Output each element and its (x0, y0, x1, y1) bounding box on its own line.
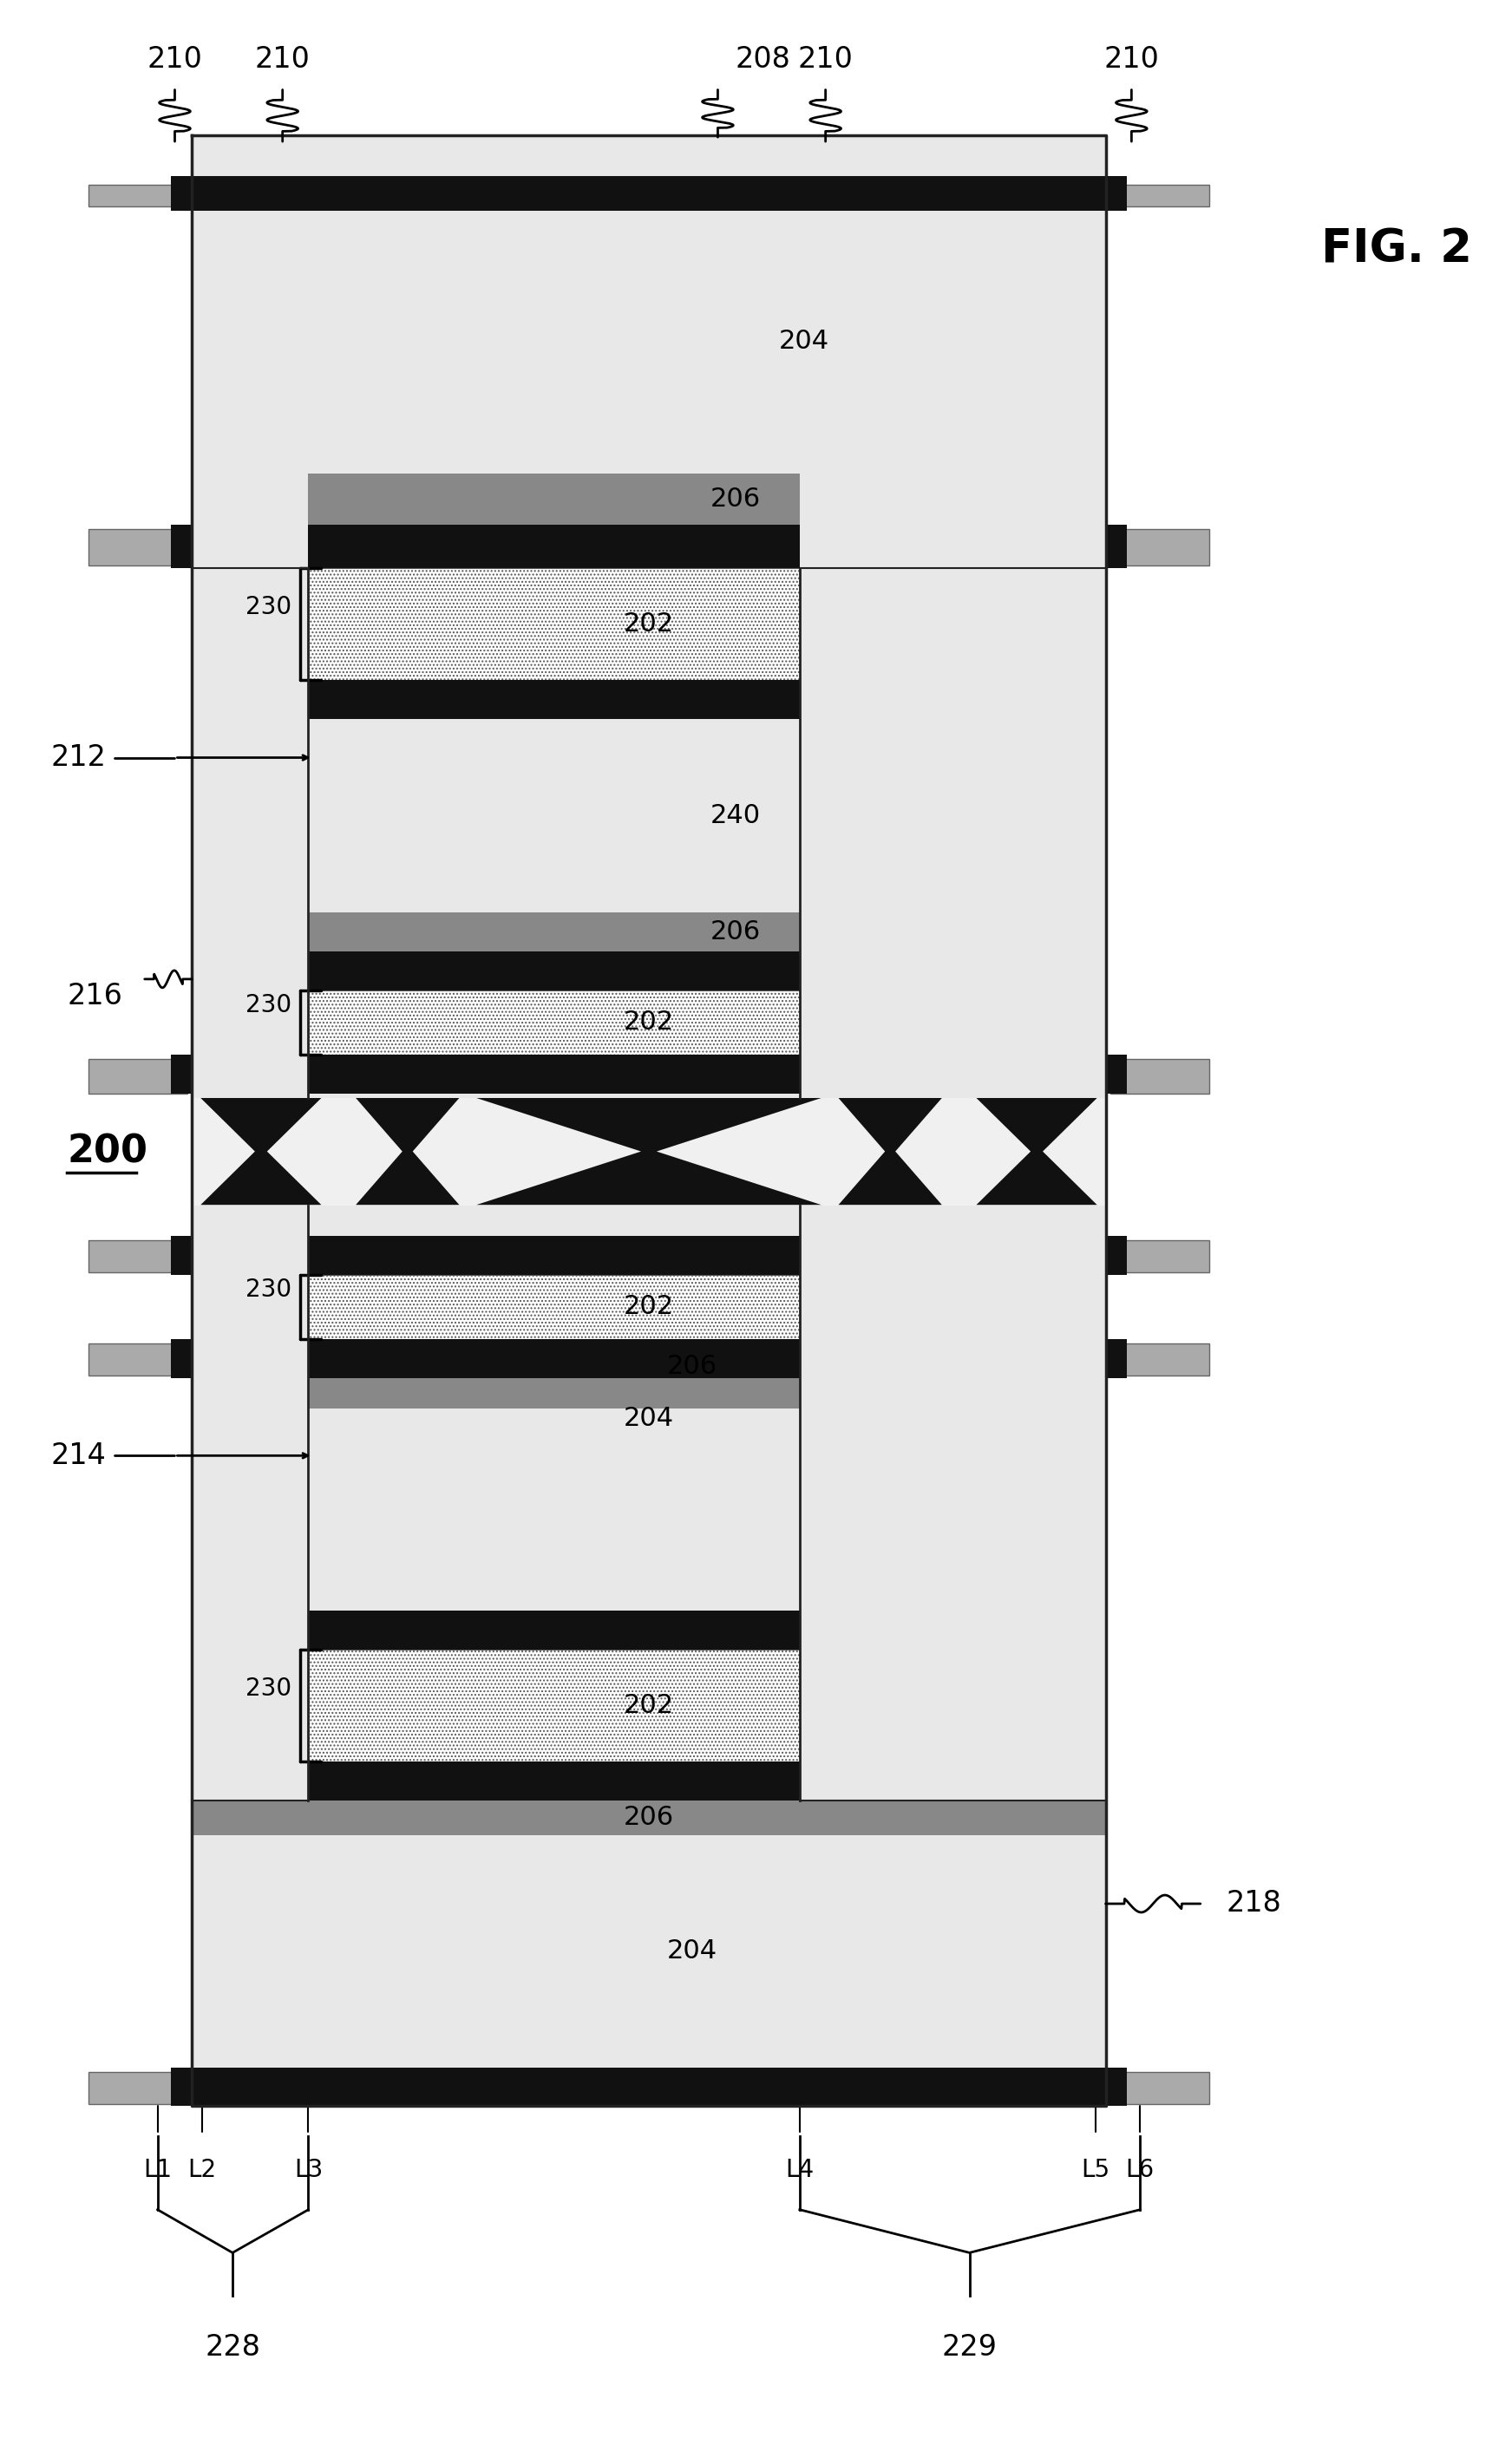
Bar (1105, 1237, 1126, 1274)
Bar (192, 1648, 1105, 1762)
Bar (171, 1340, 192, 1377)
Text: FIG. 2: FIG. 2 (1321, 227, 1473, 271)
Polygon shape (201, 1099, 322, 1205)
Bar (192, 912, 1105, 951)
Bar (192, 569, 1105, 680)
Text: 202: 202 (623, 1294, 674, 1318)
Bar (192, 209, 308, 1099)
Text: 210: 210 (1104, 44, 1160, 74)
Polygon shape (977, 1099, 1098, 1205)
Text: 206: 206 (623, 1806, 674, 1831)
Bar (192, 1409, 1105, 1611)
Bar (171, 525, 192, 569)
Text: 230: 230 (245, 1676, 292, 1700)
Bar (1105, 2067, 1126, 2107)
Bar (192, 951, 1105, 991)
Bar (1105, 1055, 1126, 1094)
Text: L5: L5 (1081, 2158, 1110, 2183)
Bar (192, 1801, 1105, 1836)
Bar (1105, 1340, 1126, 1377)
Text: 206: 206 (709, 919, 761, 944)
Text: 218: 218 (1226, 1890, 1282, 1917)
Text: 208: 208 (735, 44, 791, 74)
Bar (192, 1340, 1105, 1377)
Bar (192, 1377, 1105, 1409)
Bar (800, 1237, 1105, 1801)
Text: L6: L6 (1126, 2158, 1155, 2183)
Bar (192, 525, 1105, 569)
Polygon shape (839, 1099, 942, 1205)
Bar (1110, 185, 1210, 207)
Bar (192, 175, 1105, 209)
Bar (192, 719, 1105, 912)
Bar (800, 569, 1105, 1094)
Bar (171, 1055, 192, 1094)
Text: L2: L2 (187, 2158, 216, 2183)
Bar (192, 2067, 1105, 2107)
Bar (192, 1237, 308, 1801)
Bar (89, 1239, 187, 1271)
Bar (89, 1343, 187, 1375)
Bar (192, 1762, 1105, 1801)
Text: 200: 200 (67, 1133, 148, 1170)
Bar (192, 136, 1105, 175)
Text: 202: 202 (623, 1693, 674, 1717)
Text: 212: 212 (50, 744, 106, 771)
Bar (89, 2072, 187, 2104)
Bar (171, 2067, 192, 2107)
Bar (89, 530, 187, 564)
Text: 230: 230 (245, 1276, 292, 1301)
Text: 229: 229 (942, 2333, 998, 2363)
Bar (192, 209, 1105, 473)
Text: 214: 214 (50, 1441, 106, 1471)
Bar (1110, 1060, 1210, 1094)
Text: L4: L4 (785, 2158, 813, 2183)
Text: 230: 230 (245, 993, 292, 1018)
Text: 202: 202 (623, 1010, 674, 1035)
Bar (192, 991, 1105, 1055)
Text: 210: 210 (798, 44, 853, 74)
Bar (89, 1060, 187, 1094)
Text: 206: 206 (667, 1355, 717, 1380)
Text: 216: 216 (67, 983, 122, 1010)
Bar (89, 185, 187, 207)
Text: L1: L1 (144, 2158, 172, 2183)
Bar (171, 175, 192, 209)
Bar (192, 473, 1105, 525)
Text: 210: 210 (256, 44, 310, 74)
Bar (192, 1055, 1105, 1094)
Text: L3: L3 (293, 2158, 322, 2183)
Text: 210: 210 (147, 44, 203, 74)
Text: 240: 240 (709, 803, 761, 828)
Bar (1105, 525, 1126, 569)
Bar (1105, 175, 1126, 209)
Bar (192, 1094, 1105, 1099)
Bar (192, 1611, 1105, 1648)
Bar (192, 1274, 1105, 1340)
Bar (171, 1237, 192, 1274)
Bar (192, 1237, 1105, 1274)
Bar (192, 680, 1105, 719)
Polygon shape (476, 1099, 821, 1205)
Bar (800, 209, 1105, 1099)
Text: 228: 228 (204, 2333, 260, 2363)
Text: 204: 204 (779, 328, 829, 355)
Polygon shape (355, 1099, 460, 1205)
Text: 202: 202 (623, 611, 674, 636)
Bar (1110, 1343, 1210, 1375)
Bar (1110, 1239, 1210, 1271)
Bar (192, 136, 1105, 2107)
Text: 204: 204 (623, 1407, 674, 1432)
Text: 230: 230 (245, 594, 292, 618)
Bar (1110, 530, 1210, 564)
Bar (192, 569, 308, 1094)
Bar (192, 1836, 1105, 2067)
Text: 204: 204 (667, 1939, 717, 1964)
Bar (192, 1205, 1105, 1237)
Text: 206: 206 (709, 485, 761, 513)
Bar (1110, 2072, 1210, 2104)
